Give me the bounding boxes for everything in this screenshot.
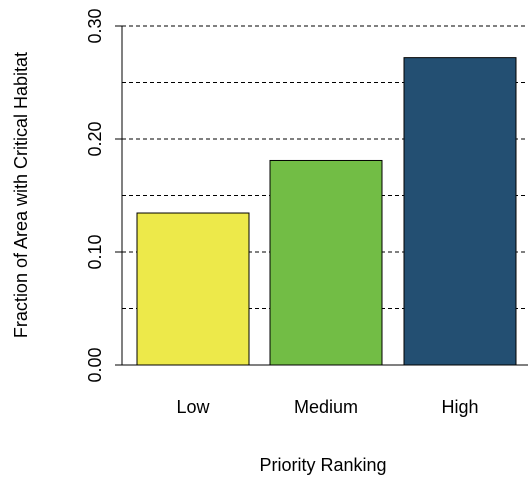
bar: [269, 159, 383, 366]
y-tick-label: 0.20: [85, 121, 105, 156]
y-tick-label: 0.10: [85, 234, 105, 269]
bar: [403, 57, 517, 366]
x-axis-label: Priority Ranking: [259, 455, 386, 475]
x-tick-label: Medium: [294, 397, 358, 417]
y-axis-label: Fraction of Area with Critical Habitat: [11, 52, 31, 338]
y-tick-label: 0.30: [85, 8, 105, 43]
y-tick-label: 0.00: [85, 347, 105, 382]
x-tick-label: Low: [176, 397, 210, 417]
bar: [136, 212, 250, 366]
x-tick-label: High: [441, 397, 478, 417]
